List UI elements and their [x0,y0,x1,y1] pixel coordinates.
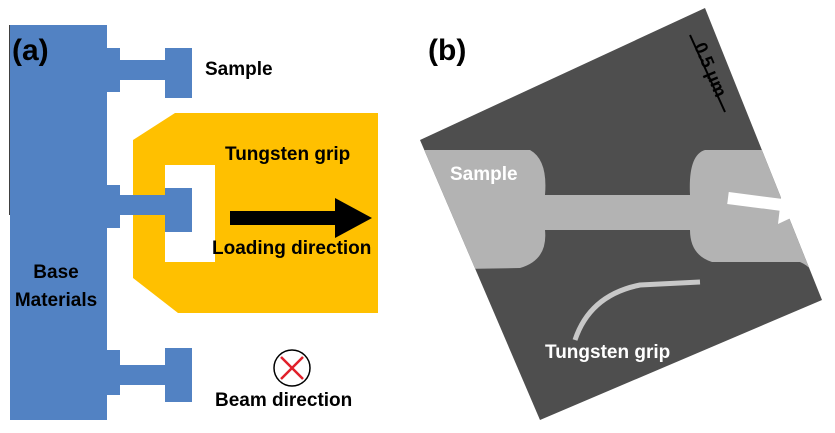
panel-label: (a) [12,34,49,67]
label: Beam direction [215,390,352,411]
label: Tungsten grip [225,144,350,165]
sample-arm [120,195,165,215]
panel-label: (b) [428,34,466,67]
label: Sample [450,164,518,185]
sample-pad [165,188,192,232]
panel-a: (a) Sample Tungsten grip Loading directi… [10,25,378,420]
label: Loading direction [212,238,371,259]
label: Tungsten grip [545,342,670,363]
label: Base [33,262,78,283]
load-arrow-head [778,190,812,224]
label: Sample [205,59,273,80]
figure: (a) Sample Tungsten grip Loading directi… [0,0,835,428]
label: Materials [15,290,97,311]
panel-b: (b) 0.5 μm Sample Tungsten grip [410,8,830,420]
